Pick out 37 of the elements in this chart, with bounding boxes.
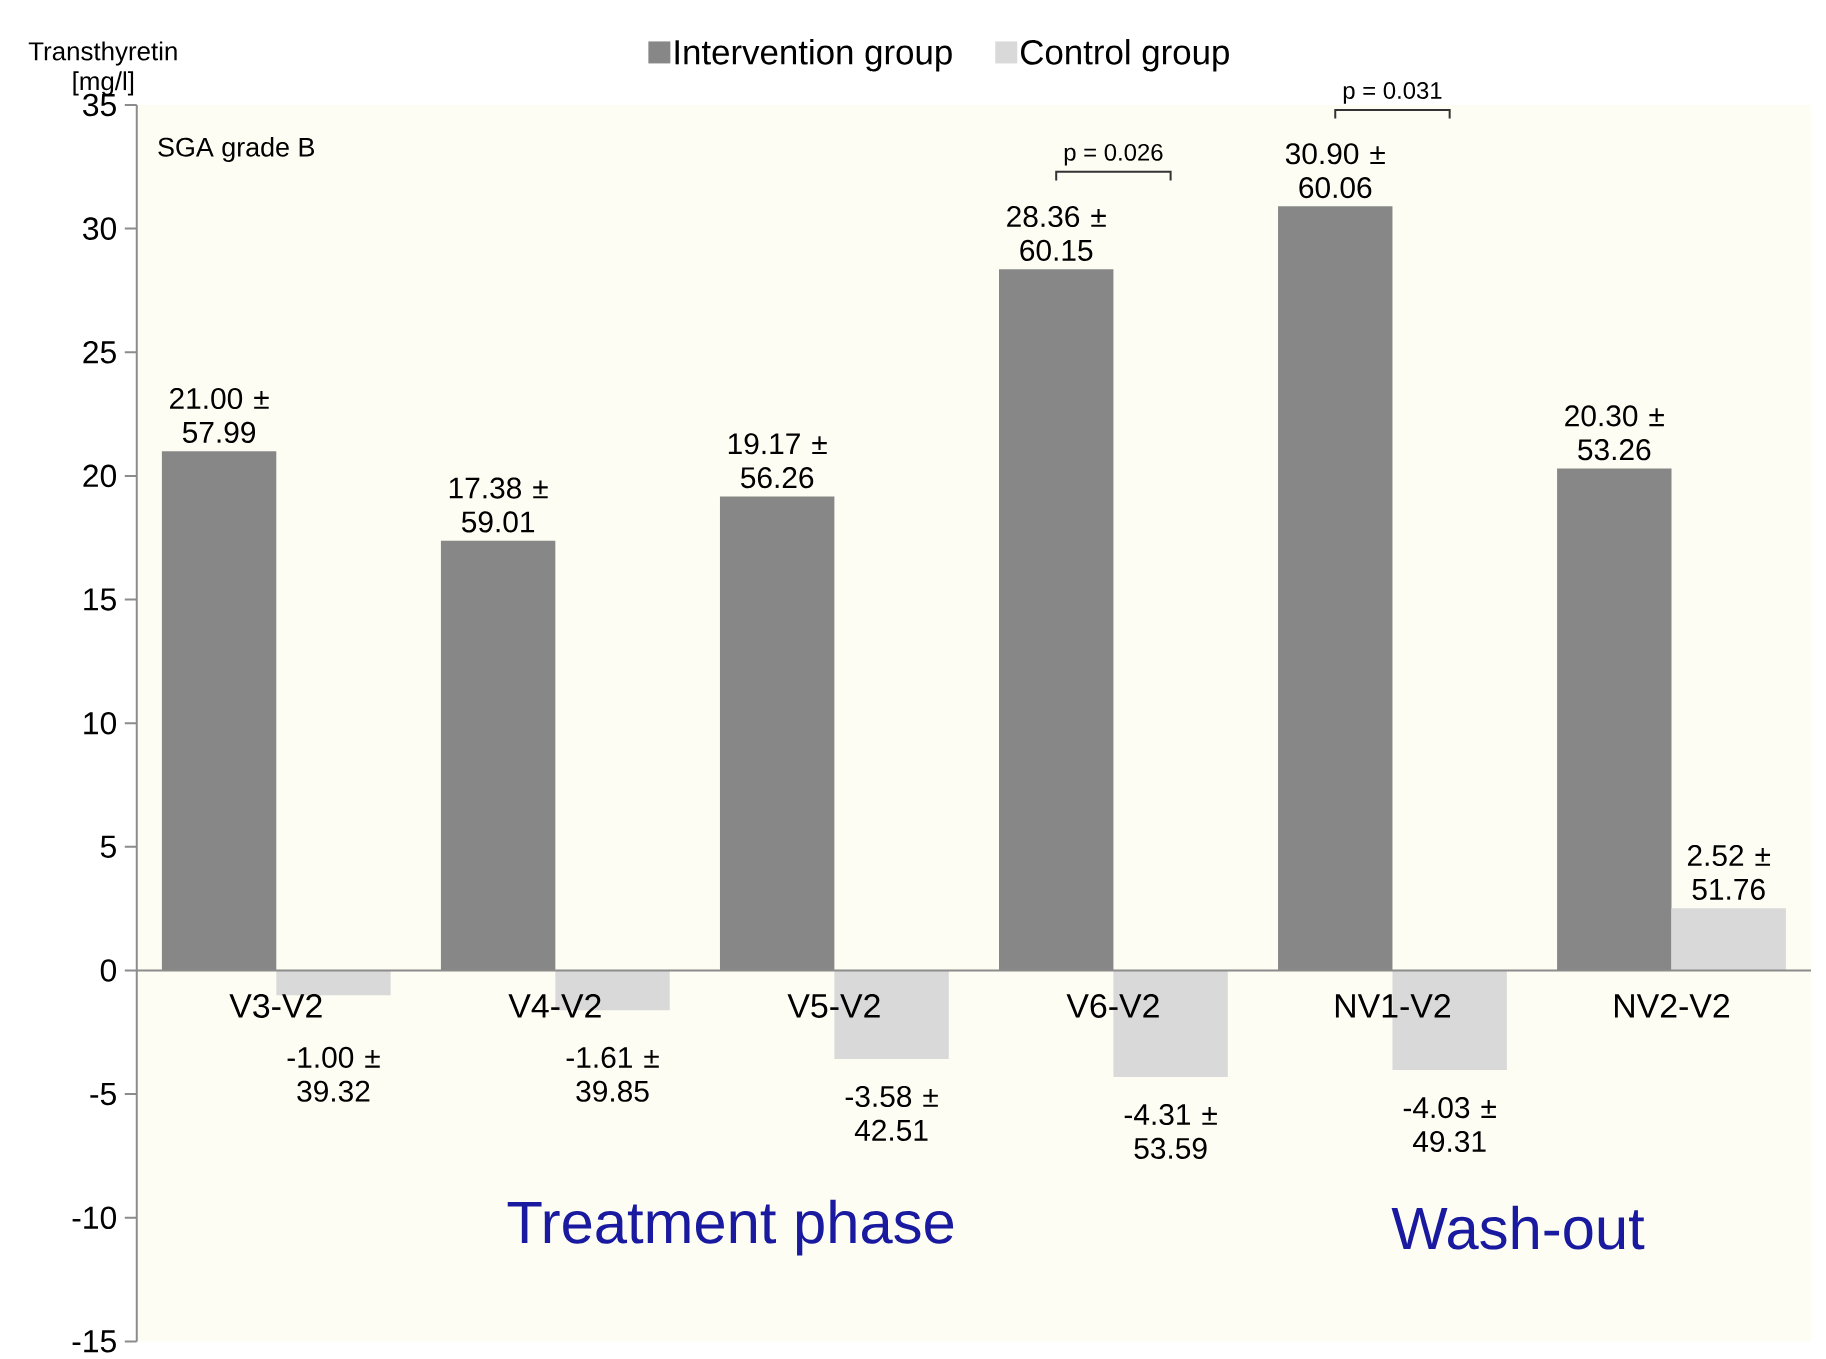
bar	[276, 970, 391, 995]
data-label: 2.52 ± 51.76	[1687, 844, 1770, 900]
y-tick-label: -15	[72, 1330, 116, 1353]
annotation: SGA grade B	[158, 136, 315, 162]
x-tick-label: V6-V2	[1066, 993, 1159, 1018]
y-tick-label: 5	[100, 835, 116, 858]
y-tick-label: 10	[84, 711, 117, 735]
data-label: 19.17 ± 56.26	[728, 433, 827, 489]
y-tick-label: 30	[83, 217, 117, 240]
data-label: 20.30 ± 53.26	[1565, 405, 1664, 461]
y-tick-label: -10	[72, 1206, 117, 1229]
y-tick-label: 0	[100, 959, 117, 982]
data-label: 28.36 ± 60.15	[1007, 205, 1106, 261]
x-tick-label: V3-V2	[229, 993, 322, 1018]
annotation: p = 0.026	[1064, 143, 1163, 166]
data-label: -1.00 ± 39.32	[287, 1046, 380, 1102]
y-tick-label: -5	[90, 1082, 116, 1106]
y-tick-label: 20	[83, 464, 117, 487]
x-tick-label: NV2-V2	[1615, 993, 1730, 1018]
data-label: 21.00 ± 57.99	[170, 387, 269, 443]
y-tick-label: 25	[83, 340, 116, 364]
x-tick-label: NV1-V2	[1335, 993, 1451, 1018]
x-tick-label: V5-V2	[787, 993, 880, 1018]
legend-label: Intervention group	[675, 38, 952, 72]
legend-label: Control group	[1021, 38, 1229, 72]
annotation: Wash-out	[1391, 1205, 1645, 1250]
x-tick-label: V4-V2	[508, 993, 601, 1018]
y-tick-label: 15	[84, 588, 116, 611]
data-label: 17.38 ± 59.01	[449, 477, 548, 533]
annotation: Treatment phase	[507, 1199, 954, 1256]
data-label: -4.03 ± 49.31	[1403, 1096, 1496, 1152]
bar	[1671, 907, 1786, 971]
data-label: -3.58 ± 42.51	[845, 1085, 938, 1141]
data-label: -4.31 ± 53.59	[1124, 1103, 1217, 1159]
data-label: -1.61 ± 39.85	[566, 1046, 659, 1102]
text: p = 0.031	[1343, 81, 1442, 104]
data-label: 30.90 ± 60.06	[1285, 142, 1385, 198]
